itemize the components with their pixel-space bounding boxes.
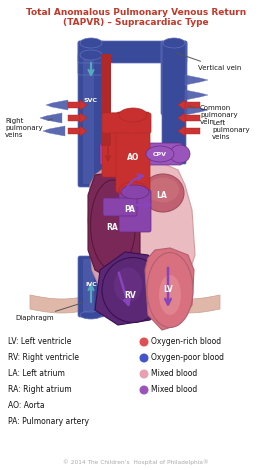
Polygon shape — [80, 113, 87, 123]
Polygon shape — [185, 115, 200, 121]
Text: PA: PA — [125, 205, 135, 214]
FancyBboxPatch shape — [119, 190, 151, 232]
Ellipse shape — [140, 385, 149, 394]
Polygon shape — [178, 100, 185, 110]
FancyBboxPatch shape — [83, 259, 94, 313]
Ellipse shape — [142, 174, 184, 212]
Ellipse shape — [140, 337, 149, 346]
Text: Right
pulmonary
veins: Right pulmonary veins — [5, 118, 52, 138]
Polygon shape — [178, 113, 185, 123]
FancyBboxPatch shape — [102, 113, 124, 177]
Ellipse shape — [147, 252, 193, 328]
FancyBboxPatch shape — [78, 256, 104, 317]
FancyBboxPatch shape — [78, 41, 187, 63]
Text: Mixed blood: Mixed blood — [151, 385, 197, 394]
FancyBboxPatch shape — [161, 41, 187, 115]
Polygon shape — [185, 105, 208, 115]
Ellipse shape — [146, 146, 174, 162]
Text: RA: Right atrium: RA: Right atrium — [8, 385, 72, 394]
Text: LV: Left ventricle: LV: Left ventricle — [8, 337, 71, 346]
Text: Common
pulmonary
vein: Common pulmonary vein — [188, 105, 238, 125]
Text: Left
pulmonary
veins: Left pulmonary veins — [205, 118, 250, 140]
Polygon shape — [185, 90, 208, 100]
Polygon shape — [145, 248, 194, 330]
Text: Vertical vein: Vertical vein — [177, 53, 241, 71]
Polygon shape — [40, 113, 62, 123]
Ellipse shape — [102, 258, 164, 322]
FancyBboxPatch shape — [78, 53, 104, 187]
Text: RV: RV — [124, 290, 136, 299]
Ellipse shape — [80, 311, 102, 319]
Polygon shape — [68, 115, 80, 121]
Text: Oxygen-rich blood: Oxygen-rich blood — [151, 337, 221, 346]
Text: Diaphragm: Diaphragm — [15, 303, 82, 321]
Text: LV: LV — [163, 285, 173, 295]
Polygon shape — [80, 126, 87, 136]
FancyBboxPatch shape — [162, 42, 186, 164]
Ellipse shape — [163, 38, 185, 48]
Ellipse shape — [91, 180, 135, 270]
Polygon shape — [185, 75, 208, 85]
Text: IVC: IVC — [85, 282, 97, 288]
Ellipse shape — [119, 108, 147, 122]
Polygon shape — [30, 291, 220, 313]
Text: LA: Left atrium: LA: Left atrium — [8, 369, 65, 378]
Polygon shape — [43, 126, 65, 136]
Polygon shape — [185, 102, 200, 108]
Polygon shape — [88, 172, 140, 280]
FancyBboxPatch shape — [100, 143, 182, 165]
Text: Mixed blood: Mixed blood — [151, 369, 197, 378]
Text: (TAPVR) – Supracardiac Type: (TAPVR) – Supracardiac Type — [63, 18, 209, 27]
Polygon shape — [88, 158, 195, 315]
Text: LA: LA — [157, 190, 167, 199]
Ellipse shape — [80, 50, 102, 60]
Text: RV: Right ventricle: RV: Right ventricle — [8, 353, 79, 362]
Polygon shape — [178, 126, 185, 136]
Ellipse shape — [121, 193, 149, 227]
FancyBboxPatch shape — [102, 113, 151, 133]
FancyBboxPatch shape — [116, 112, 150, 193]
Polygon shape — [80, 100, 87, 110]
Polygon shape — [185, 128, 200, 134]
Text: RA: RA — [106, 224, 118, 233]
Ellipse shape — [140, 353, 149, 362]
Ellipse shape — [121, 185, 149, 199]
FancyBboxPatch shape — [83, 57, 94, 184]
Text: CPV: CPV — [153, 151, 167, 157]
Text: PA: Pulmonary artery: PA: Pulmonary artery — [8, 417, 89, 426]
Text: © 2014 The Children’s  Hospital of Philadelphia®: © 2014 The Children’s Hospital of Philad… — [63, 459, 209, 465]
FancyBboxPatch shape — [101, 54, 111, 146]
FancyBboxPatch shape — [78, 41, 104, 75]
Text: Total Anomalous Pulmonary Venous Return: Total Anomalous Pulmonary Venous Return — [26, 8, 246, 17]
Ellipse shape — [140, 369, 149, 378]
Ellipse shape — [170, 145, 190, 163]
Ellipse shape — [119, 182, 147, 198]
Polygon shape — [46, 100, 68, 110]
Ellipse shape — [114, 267, 142, 303]
Text: SVC: SVC — [84, 97, 98, 102]
Polygon shape — [68, 102, 80, 108]
Ellipse shape — [80, 38, 102, 48]
Text: Oxygen-poor blood: Oxygen-poor blood — [151, 353, 224, 362]
FancyBboxPatch shape — [103, 198, 137, 216]
Ellipse shape — [159, 275, 181, 315]
Polygon shape — [68, 128, 80, 134]
Text: AO: Aorta: AO: Aorta — [8, 401, 45, 410]
Polygon shape — [95, 252, 168, 325]
Ellipse shape — [147, 178, 179, 203]
Text: AO: AO — [127, 154, 139, 163]
